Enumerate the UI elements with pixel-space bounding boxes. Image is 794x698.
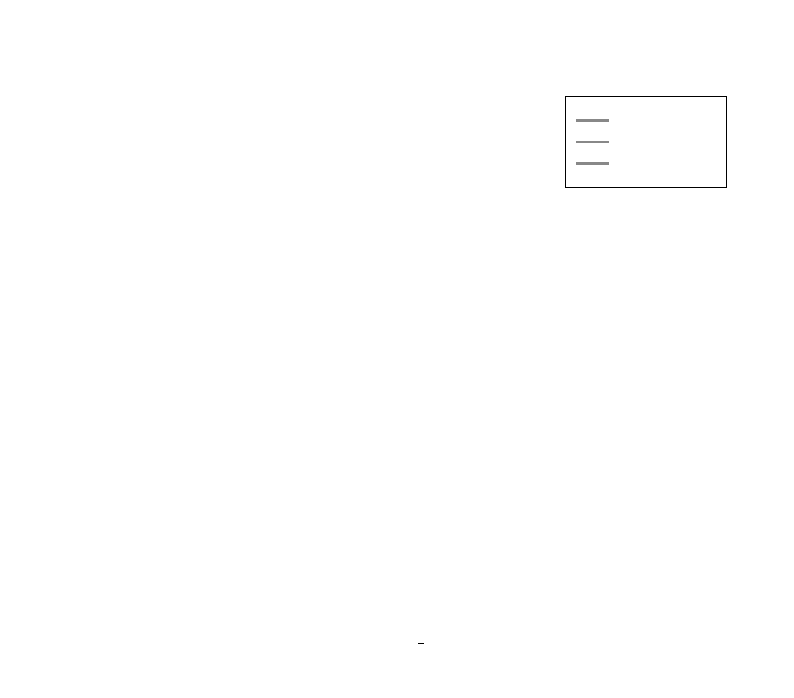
x-axis-label-denominator bbox=[417, 643, 424, 644]
x-axis-label-fraction bbox=[417, 643, 424, 644]
legend-item-n-16 bbox=[576, 140, 716, 144]
legend-item-n-64 bbox=[576, 162, 716, 165]
legend bbox=[565, 96, 727, 188]
legend-swatch-n-4 bbox=[576, 119, 609, 122]
legend-swatch-n-16 bbox=[576, 140, 609, 144]
legend-item-n-4 bbox=[576, 119, 716, 122]
legend-swatch-n-64 bbox=[576, 162, 609, 165]
x-axis-label bbox=[107, 643, 734, 644]
